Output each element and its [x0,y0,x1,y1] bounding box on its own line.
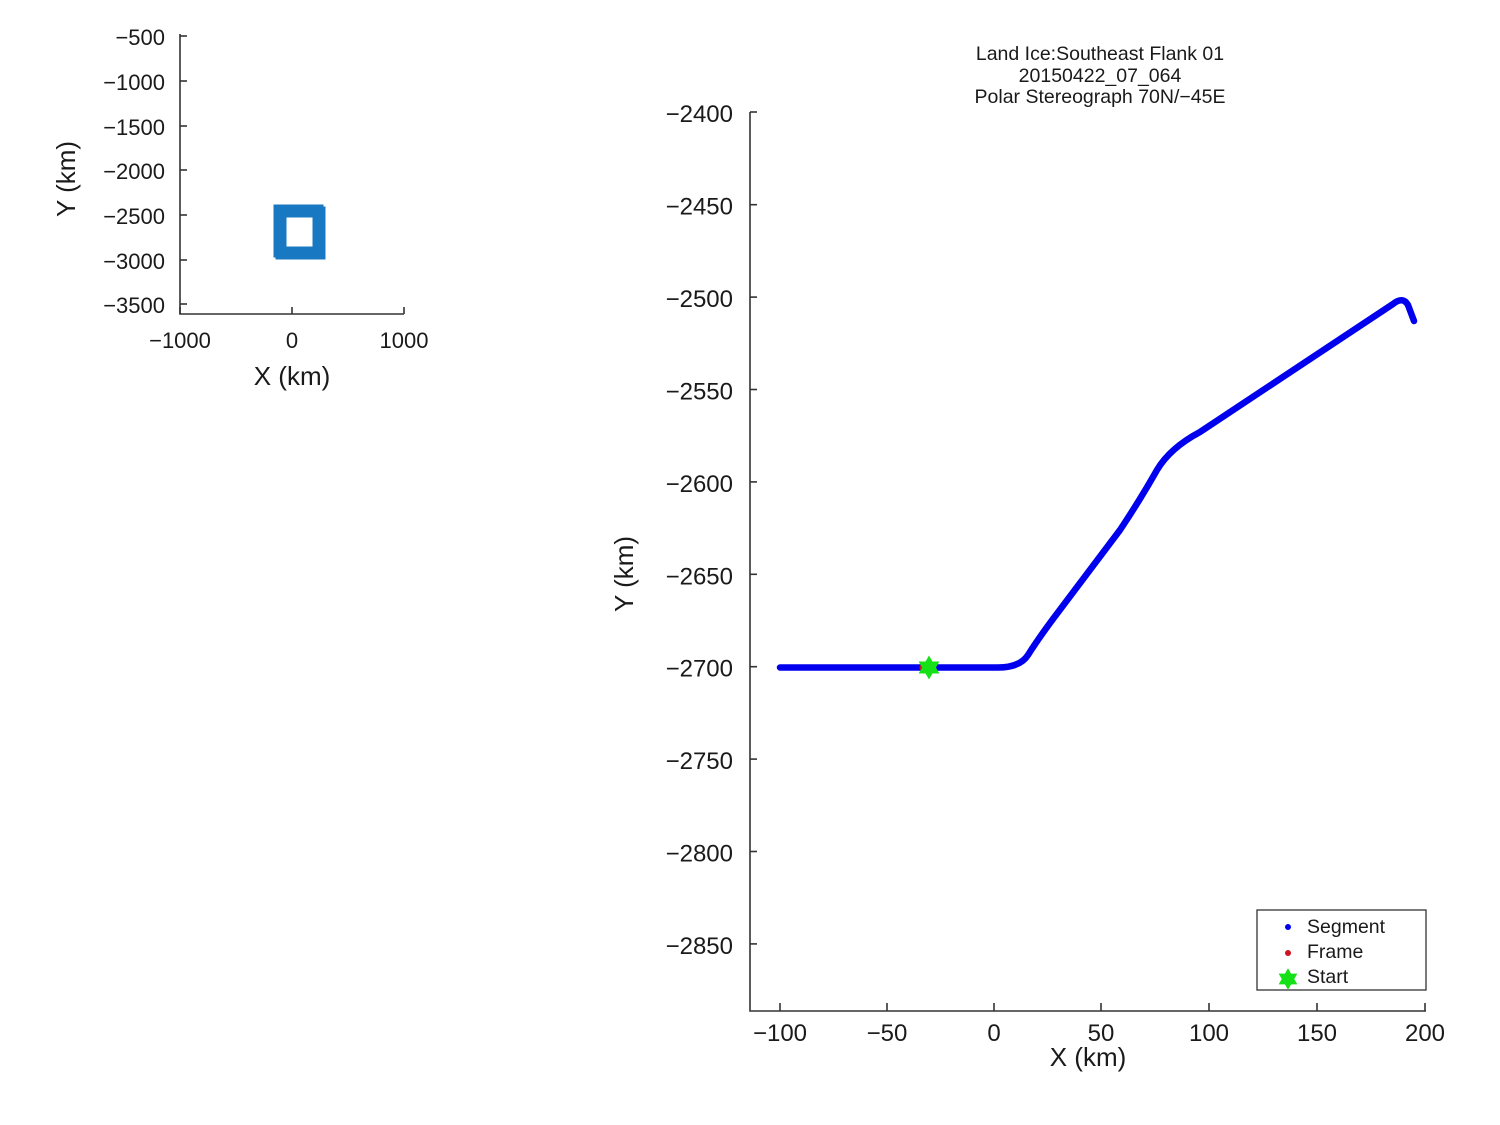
svg-text:−2000: −2000 [103,159,165,184]
svg-text:Polar Stereograph 70N/−45E: Polar Stereograph 70N/−45E [975,86,1226,108]
svg-text:−1000: −1000 [103,70,165,95]
svg-text:−2450: −2450 [666,194,733,221]
svg-text:0: 0 [286,328,298,353]
svg-text:−100: −100 [753,1020,807,1047]
svg-text:−2400: −2400 [666,101,733,128]
svg-text:1000: 1000 [380,328,429,353]
svg-text:100: 100 [1189,1020,1229,1047]
svg-text:150: 150 [1297,1020,1337,1047]
svg-text:−2850: −2850 [666,933,733,960]
svg-text:−2500: −2500 [103,204,165,229]
svg-text:−3500: −3500 [103,293,165,318]
svg-text:−2800: −2800 [666,841,733,868]
svg-text:Y (km): Y (km) [609,536,639,612]
svg-text:−2550: −2550 [666,379,733,406]
svg-text:−2650: −2650 [666,563,733,590]
svg-text:−50: −50 [867,1020,908,1047]
svg-text:X (km): X (km) [1050,1042,1127,1072]
svg-text:Segment: Segment [1307,916,1386,938]
svg-text:200: 200 [1405,1020,1445,1047]
svg-text:−1500: −1500 [103,115,165,140]
svg-text:X (km): X (km) [254,361,331,391]
svg-text:−1000: −1000 [149,328,211,353]
svg-text:0: 0 [987,1020,1000,1047]
svg-text:−3000: −3000 [103,249,165,274]
svg-text:−2700: −2700 [666,656,733,683]
svg-text:−500: −500 [115,25,165,50]
svg-text:−2500: −2500 [666,286,733,313]
svg-text:Land Ice:Southeast Flank 01: Land Ice:Southeast Flank 01 [976,43,1224,65]
svg-text:Y (km): Y (km) [51,141,81,217]
svg-text:−2750: −2750 [666,748,733,775]
svg-text:Start: Start [1307,966,1349,988]
svg-text:Frame: Frame [1307,941,1363,963]
svg-text:20150422_07_064: 20150422_07_064 [1019,65,1182,87]
svg-text:−2600: −2600 [666,471,733,498]
